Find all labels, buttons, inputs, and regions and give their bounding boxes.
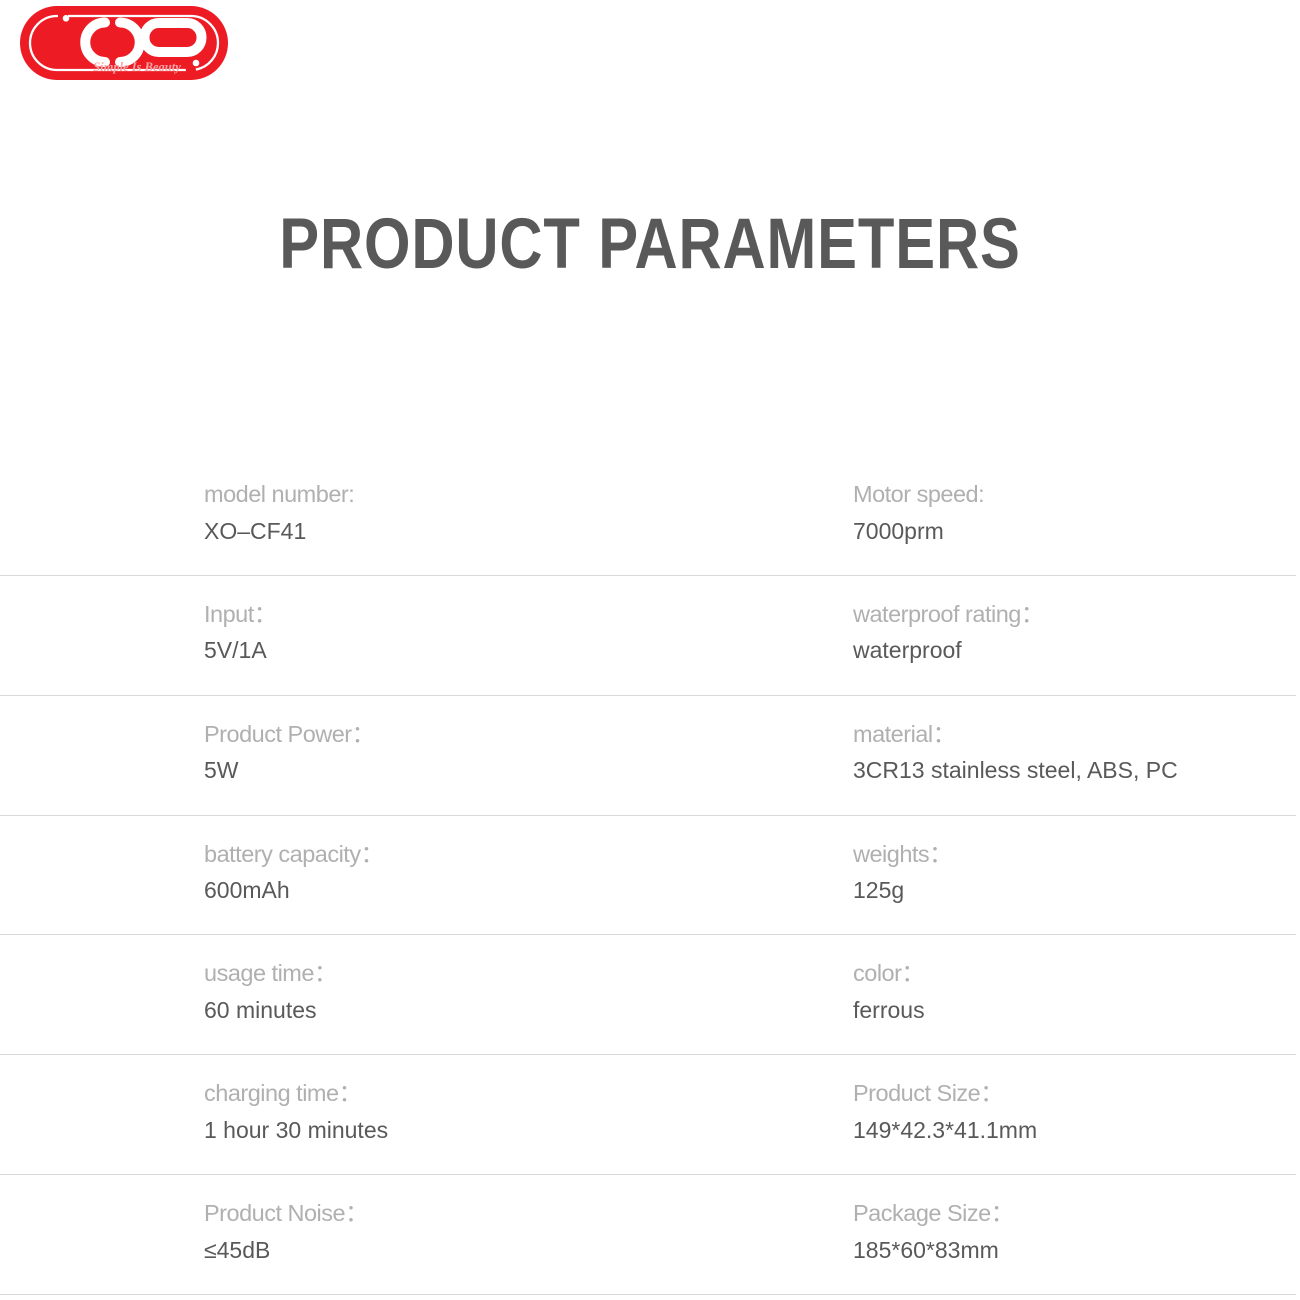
svg-text:Simple Is Beauty: Simple Is Beauty bbox=[93, 60, 181, 74]
